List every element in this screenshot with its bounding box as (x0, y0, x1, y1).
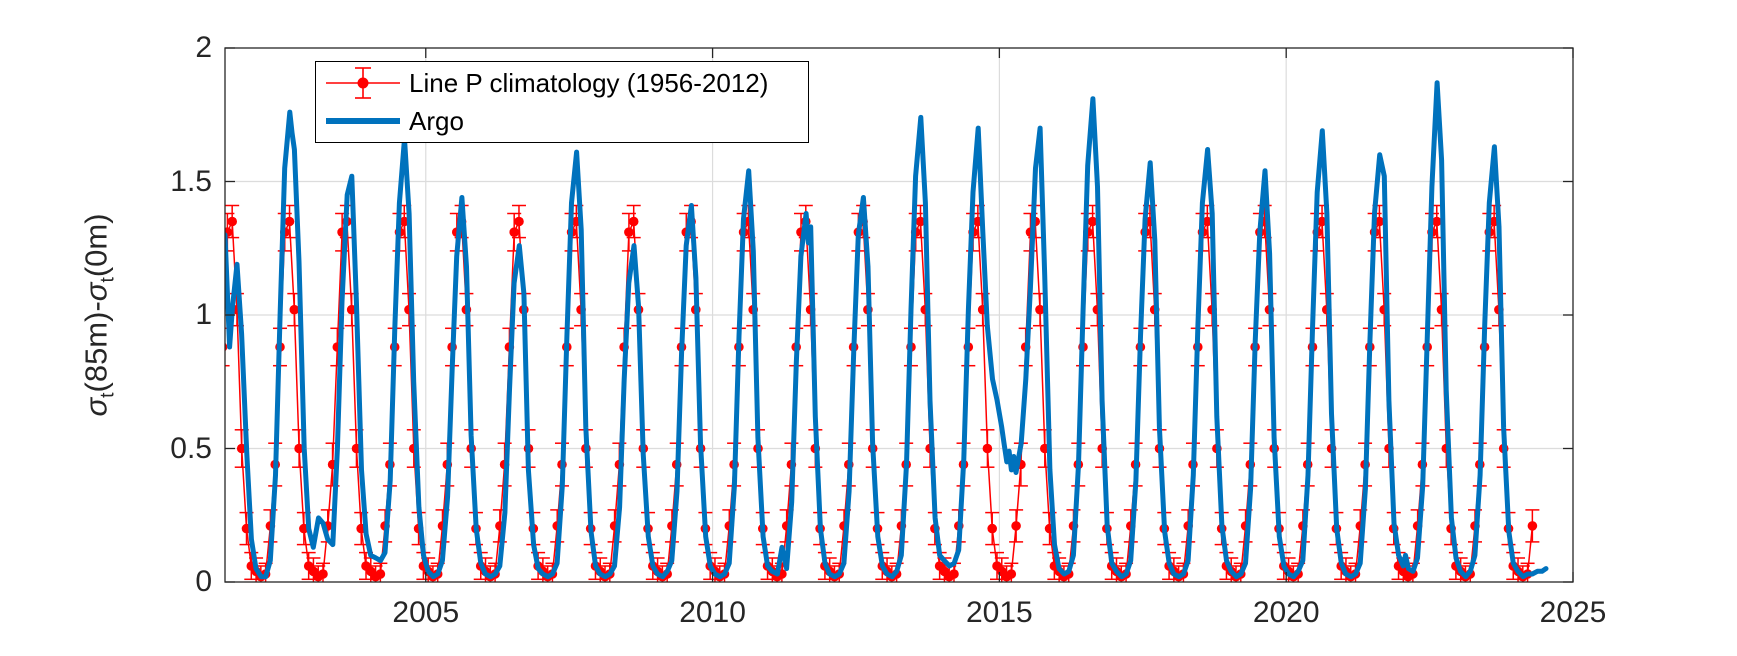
x-tick-label: 2015 (966, 596, 1033, 629)
argo-line (225, 80, 1549, 580)
errorbar-marker-icon (326, 67, 400, 99)
legend-label-climatology: Line P climatology (1956-2012) (409, 67, 769, 98)
y-tick-label: 1 (195, 298, 212, 331)
legend-label-argo: Argo (409, 105, 464, 136)
y-tick-label: 2 (195, 31, 212, 64)
line-marker-icon (326, 118, 400, 124)
x-tick-label: 2005 (392, 596, 460, 629)
y-tick-label: 0.5 (170, 431, 212, 465)
x-tick-label: 2025 (1539, 596, 1607, 629)
y-tick-label: 0 (195, 565, 212, 598)
y-axis-label: σt(85m)-σt(0m) (78, 213, 119, 417)
legend: Line P climatology (1956-2012) Argo (315, 61, 809, 143)
legend-item-climatology: Line P climatology (1956-2012) (316, 64, 808, 102)
x-tick-label: 2010 (679, 596, 746, 629)
plot-border (224, 47, 1574, 583)
y-tick-label: 1.5 (170, 164, 212, 198)
legend-item-argo: Argo (316, 102, 808, 140)
x-tick-label: 2020 (1252, 596, 1320, 629)
